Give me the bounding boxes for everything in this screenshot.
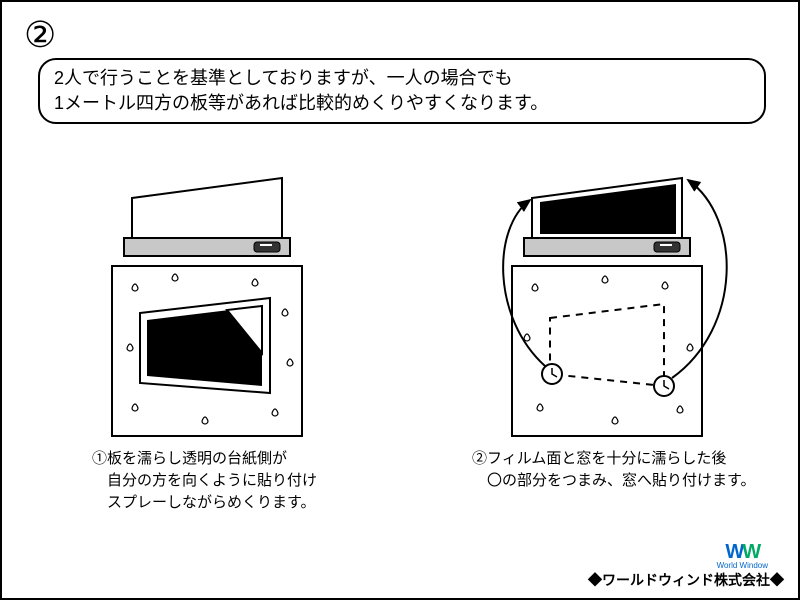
panel-right: ②フィルム面と窓を十分に濡らした後 〇の部分をつまみ、窓へ貼り付けます。 xyxy=(402,138,800,518)
footer-company: ◆ワールドウィンド株式会社◆ xyxy=(588,570,784,590)
step-number: ② xyxy=(24,14,56,56)
film-on-board-icon xyxy=(140,298,270,393)
panel-right-illustration xyxy=(402,138,800,478)
brand-logo: WW World Window xyxy=(717,542,768,570)
note-line-1: 2人で行うことを基準としておりますが、一人の場合でも xyxy=(54,66,750,91)
car-window-applied-icon xyxy=(524,178,690,256)
panel-left-caption: ①板を濡らし透明の台紙側が 自分の方を向くように貼り付け スプレーしながらめくり… xyxy=(92,448,317,513)
panels-row: ①板を濡らし透明の台紙側が 自分の方を向くように貼り付け スプレーしながらめくり… xyxy=(2,138,800,518)
panel-right-caption: ②フィルム面と窓を十分に濡らした後 〇の部分をつまみ、窓へ貼り付けます。 xyxy=(472,448,756,492)
panel-left: ①板を濡らし透明の台紙側が 自分の方を向くように貼り付け スプレーしながらめくり… xyxy=(2,138,402,518)
note-line-2: 1メートル四方の板等があれば比較的めくりやすくなります。 xyxy=(54,91,750,116)
logo-text: World Window xyxy=(717,562,768,570)
panel-left-illustration xyxy=(2,138,402,478)
instruction-note: 2人で行うことを基準としておりますが、一人の場合でも 1メートル四方の板等があれ… xyxy=(38,58,766,124)
car-window-icon xyxy=(124,178,290,256)
logo-mark-icon: WW xyxy=(717,542,768,562)
